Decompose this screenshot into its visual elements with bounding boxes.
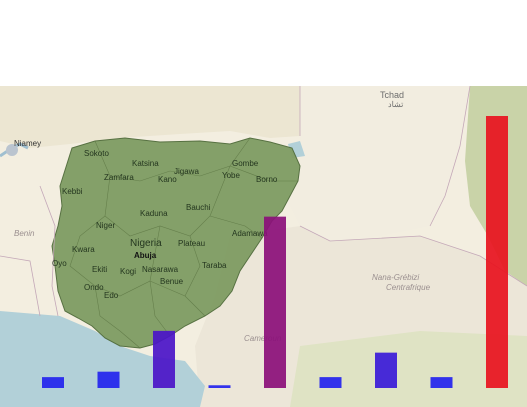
label-kwara: Kwara bbox=[72, 245, 95, 254]
label-kano: Kano bbox=[158, 175, 177, 184]
nigeria-shape[interactable] bbox=[51, 137, 301, 349]
label-plateau: Plateau bbox=[178, 239, 205, 248]
label-jigawa: Jigawa bbox=[174, 167, 199, 176]
label-abuja: Abuja bbox=[134, 251, 157, 260]
label-kogi: Kogi bbox=[120, 267, 136, 276]
label-ondo: Ondo bbox=[84, 283, 104, 292]
label-yobe: Yobe bbox=[222, 171, 241, 180]
label-kaduna: Kaduna bbox=[140, 209, 168, 218]
map-labels: Niamey Tchad تشاد Nigeria Benin Centrafr… bbox=[14, 90, 431, 343]
bar-4[interactable] bbox=[264, 216, 286, 388]
label-adamawa: Adamawa bbox=[232, 229, 268, 238]
label-cameroon: Cameroun bbox=[244, 334, 282, 343]
label-chad-ar: تشاد bbox=[388, 100, 403, 109]
bar-6[interactable] bbox=[375, 352, 397, 388]
label-benin: Benin bbox=[14, 229, 35, 238]
niger-region bbox=[0, 86, 300, 148]
label-nigeria: Nigeria bbox=[130, 238, 162, 249]
bar-5[interactable] bbox=[319, 377, 342, 388]
label-chad: Tchad bbox=[380, 90, 404, 100]
nigeria-state-borders bbox=[69, 137, 298, 349]
label-borno: Borno bbox=[256, 175, 278, 184]
label-benue: Benue bbox=[160, 277, 184, 286]
niamey-area bbox=[6, 144, 18, 156]
label-taraba: Taraba bbox=[202, 261, 227, 270]
bar-2[interactable] bbox=[153, 330, 175, 388]
label-sokoto: Sokoto bbox=[84, 149, 109, 158]
label-nasarawa: Nasarawa bbox=[142, 265, 179, 274]
label-zamfara: Zamfara bbox=[104, 173, 134, 182]
label-niamey: Niamey bbox=[14, 139, 41, 148]
label-ekiti: Ekiti bbox=[92, 265, 107, 274]
label-edo: Edo bbox=[104, 291, 119, 300]
bar-0[interactable] bbox=[42, 377, 64, 388]
label-oyo: Oyo bbox=[52, 259, 67, 268]
chad-region bbox=[285, 86, 470, 241]
label-niger: Niger bbox=[96, 221, 115, 230]
bar-7[interactable] bbox=[430, 377, 453, 388]
congo-region bbox=[290, 331, 527, 407]
label-car-full: Nana-Grébizi bbox=[372, 273, 419, 282]
label-katsina: Katsina bbox=[132, 159, 159, 168]
label-kebbi: Kebbi bbox=[62, 187, 83, 196]
label-gombe: Gombe bbox=[232, 159, 259, 168]
bar-8[interactable] bbox=[486, 116, 508, 388]
bar-1[interactable] bbox=[97, 371, 120, 388]
label-bauchi: Bauchi bbox=[186, 203, 211, 212]
bar-3[interactable] bbox=[208, 385, 231, 388]
label-car: Centrafrique bbox=[386, 283, 431, 292]
